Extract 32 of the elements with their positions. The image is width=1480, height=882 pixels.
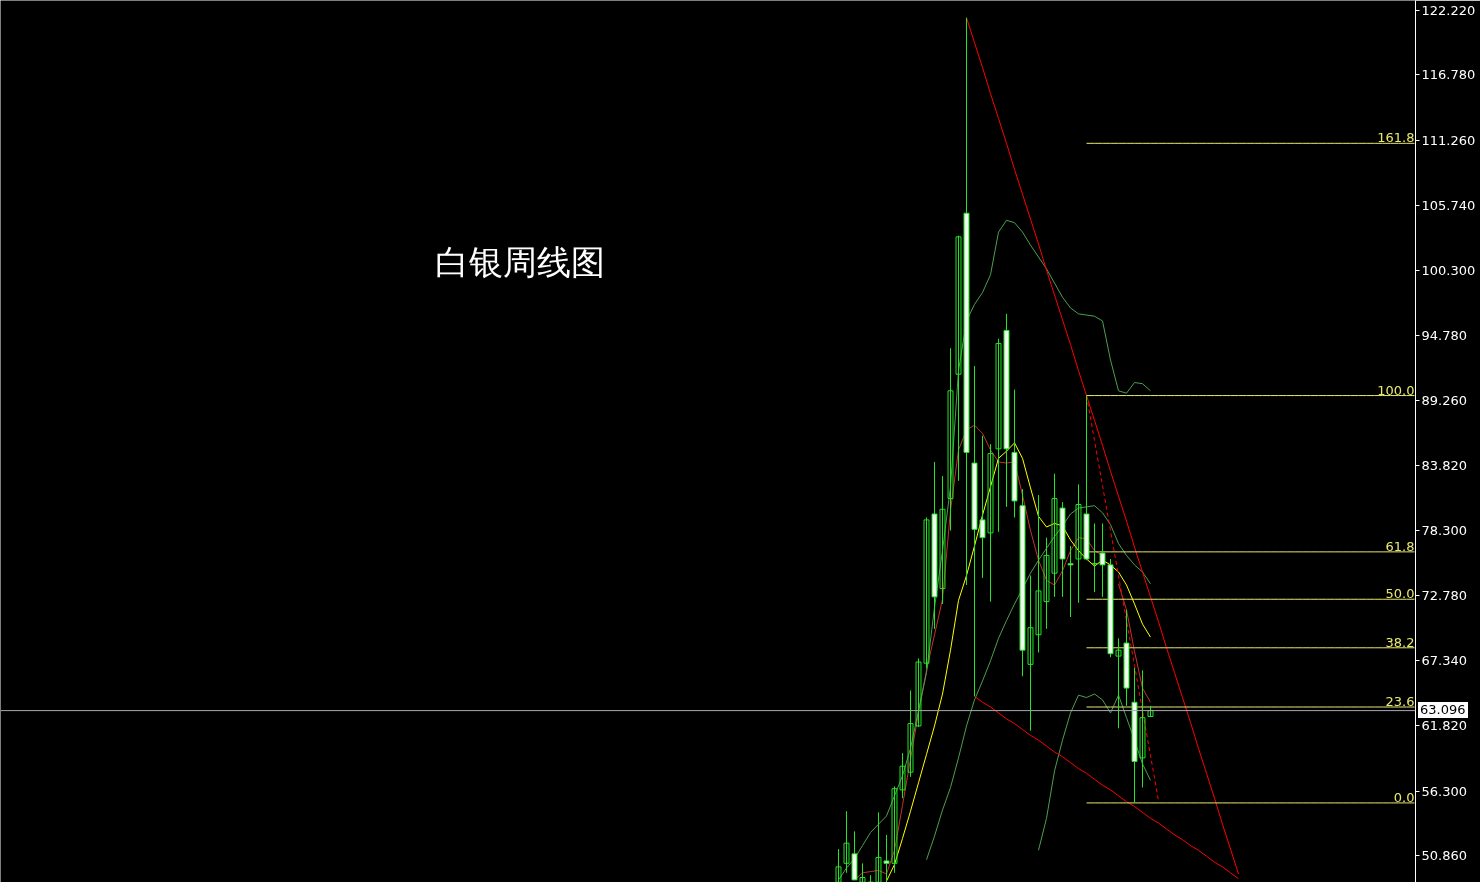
y-tick-label: 89.260: [1421, 393, 1467, 409]
y-tick-label: 61.820: [1421, 718, 1467, 734]
y-tick-label: 67.340: [1421, 652, 1467, 668]
candlestick: [835, 848, 842, 882]
y-tick-label: 83.820: [1421, 457, 1467, 473]
y-tick-label: 111.260: [1421, 132, 1476, 148]
line-series: [974, 695, 1239, 880]
y-tick-label: 78.300: [1421, 523, 1467, 539]
series-label: 100.0: [1377, 382, 1415, 398]
text: 白银周线图: [434, 244, 605, 281]
y-tick-label: 100.300: [1421, 262, 1476, 278]
series-label: 0.0: [1393, 789, 1415, 805]
line-series: [1086, 395, 1159, 802]
y-tick-label: 72.780: [1421, 588, 1467, 604]
ref-line-label: 63.096: [1420, 702, 1466, 719]
series-label: 161.8: [1377, 130, 1415, 146]
series-label: 61.8: [1385, 538, 1415, 554]
y-tick-label: 122.220: [1421, 2, 1476, 18]
line-series: [1038, 693, 1151, 851]
series-label: 38.2: [1385, 634, 1415, 650]
y-tick-label: 105.740: [1421, 198, 1476, 214]
candlestick: [1099, 522, 1106, 598]
candlestick: [1067, 545, 1074, 618]
line-series: [966, 17, 1239, 875]
line-series: [926, 505, 1151, 861]
series-label: 23.6: [1385, 694, 1415, 709]
y-tick-label: 94.780: [1421, 327, 1467, 343]
y-tick-label: 50.860: [1421, 848, 1467, 863]
series-label: 50.0: [1385, 586, 1415, 602]
y-tick-label: 56.300: [1421, 783, 1467, 799]
y-tick-label: 116.780: [1421, 67, 1476, 83]
candlestick: [947, 347, 954, 532]
